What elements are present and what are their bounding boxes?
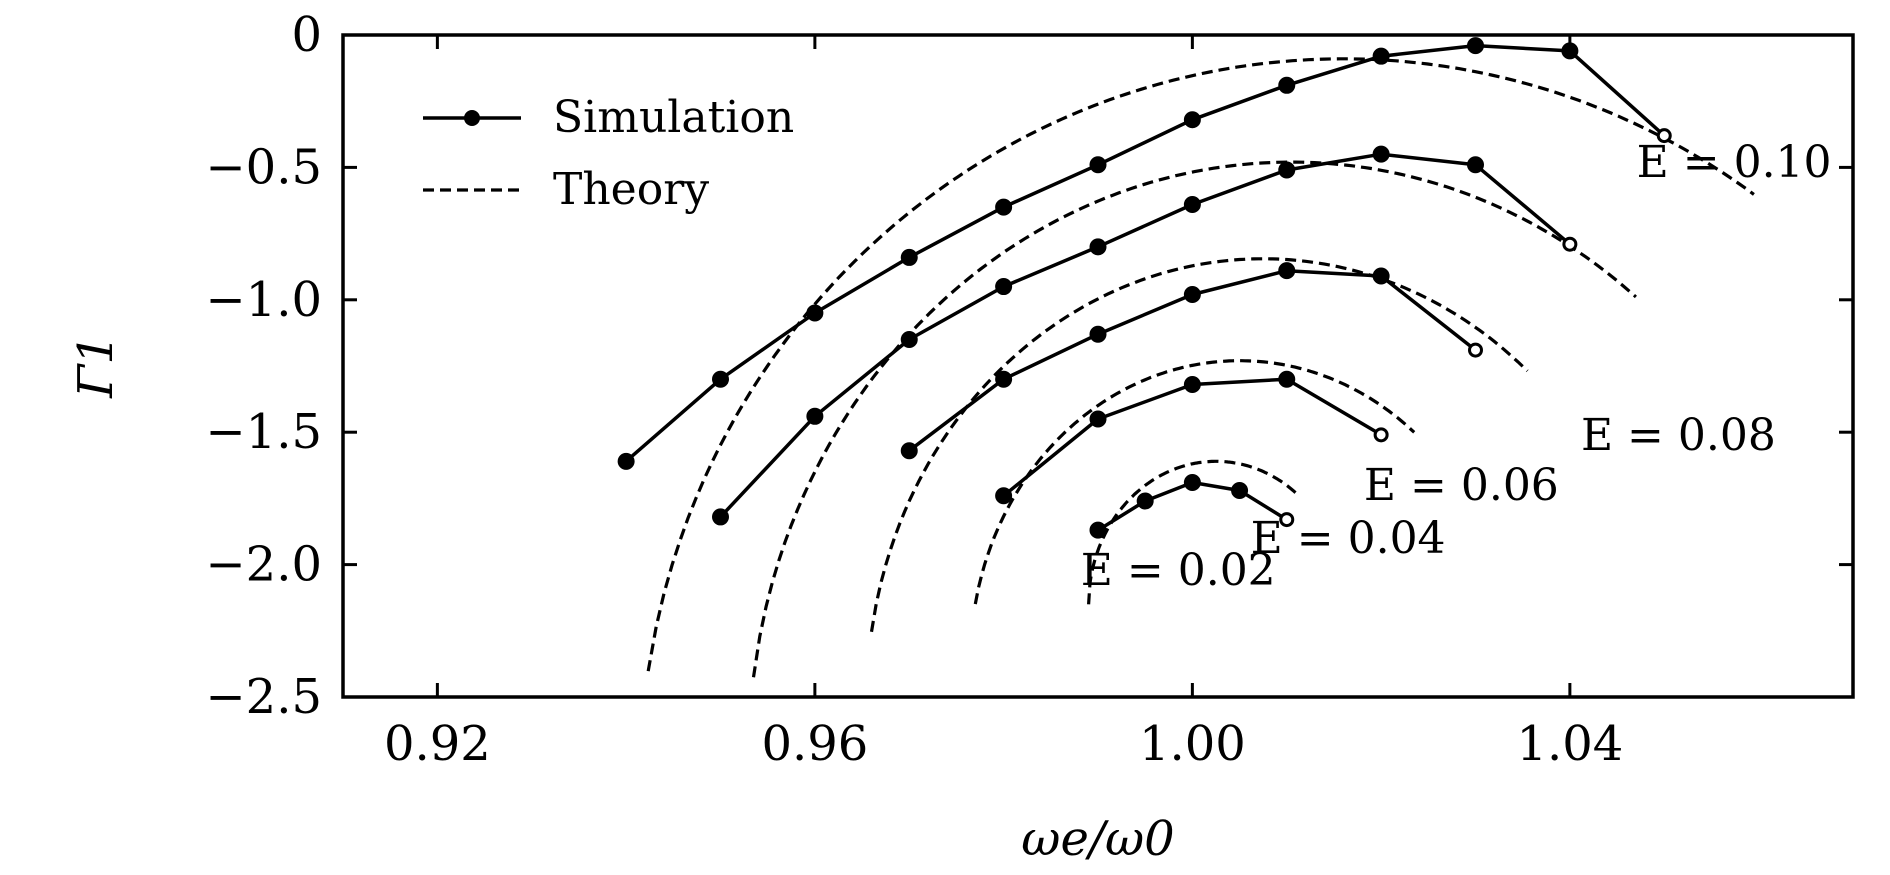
data-point: [1089, 410, 1107, 428]
data-point: [1183, 286, 1201, 304]
simulation-series: [617, 37, 1672, 539]
legend: Simulation Theory: [423, 92, 794, 215]
legend-theory-label: Theory: [553, 164, 709, 215]
data-point: [1373, 427, 1389, 443]
simulation-series-4: [712, 145, 1578, 526]
data-point: [900, 442, 918, 460]
data-point: [712, 370, 729, 388]
y-tick-label: −0.5: [205, 139, 322, 195]
x-tick-label: 0.96: [761, 716, 868, 772]
data-point: [995, 198, 1013, 216]
data-point: [1278, 370, 1296, 388]
data-point: [1468, 342, 1483, 358]
theory-curves: [646, 57, 1755, 678]
theory-curve-2: [973, 359, 1416, 605]
y-tick-label: 0: [291, 7, 322, 63]
data-point: [1089, 156, 1107, 174]
simulation-series-2: [995, 370, 1389, 505]
simulation-series-3: [900, 262, 1483, 460]
series-annotation: E = 0.06: [1364, 460, 1559, 511]
data-point: [1278, 161, 1296, 179]
y-axis-label: Γ1: [68, 334, 124, 399]
data-point: [1372, 145, 1390, 163]
data-point: [806, 304, 824, 322]
plot-area-frame: [341, 33, 1855, 699]
data-point: [1183, 474, 1201, 492]
data-point: [1183, 111, 1201, 129]
data-point: [1136, 492, 1154, 510]
series-annotations: E = 0.02E = 0.04E = 0.06 E = 0.08 E = 0.10: [1081, 137, 1832, 596]
y-tick-label: −2.0: [205, 537, 322, 593]
theory-curve-1: [1087, 459, 1298, 605]
x-tick-label: 1.00: [1139, 716, 1246, 772]
data-point: [1089, 325, 1107, 343]
legend-entry-simulation: Simulation: [423, 92, 794, 143]
data-point: [1372, 267, 1390, 285]
theory-curve-5: [646, 57, 1755, 672]
data-point: [900, 248, 918, 266]
data-point: [1231, 481, 1249, 499]
data-point: [1656, 128, 1672, 144]
data-point: [1467, 37, 1484, 55]
y-tick-label: −1.0: [205, 272, 322, 328]
simulation-series-5: [617, 37, 1672, 470]
axis-ticks: 0.92 0.96 1.00 1.04 0 −0.5 −1.0 −1.5 −2.0 −2.5: [205, 7, 1853, 772]
data-point: [995, 487, 1013, 505]
data-point: [1183, 376, 1201, 394]
data-point: [617, 452, 635, 470]
x-tick-label: 1.04: [1516, 716, 1623, 772]
series-annotation: E = 0.02: [1081, 545, 1276, 596]
data-point: [1467, 156, 1484, 174]
series-annotation: E = 0.08: [1581, 410, 1776, 461]
theory-curve-4: [751, 160, 1637, 678]
data-point: [995, 278, 1013, 296]
data-point: [1183, 195, 1201, 213]
data-point: [1372, 47, 1390, 65]
data-point: [995, 370, 1013, 388]
data-point: [1089, 238, 1107, 256]
theory-curve-3: [869, 257, 1529, 633]
data-point: [1562, 236, 1578, 252]
data-point: [1278, 76, 1296, 94]
x-axis-label: ωe/ω0: [1021, 811, 1174, 867]
simulation-line: [719, 152, 1572, 519]
legend-simulation-marker: [464, 110, 480, 126]
data-point: [712, 508, 729, 526]
legend-entry-theory: Theory: [423, 164, 709, 215]
simulation-line: [624, 43, 1666, 463]
x-tick-label: 0.92: [384, 716, 491, 772]
simulation-series-1: [1089, 474, 1295, 539]
series-annotation: E = 0.04: [1251, 513, 1446, 564]
series-annotation: E = 0.10: [1637, 137, 1832, 188]
y-tick-label: −1.5: [205, 404, 322, 460]
data-point: [1089, 521, 1107, 539]
data-point: [1279, 512, 1295, 528]
data-point: [806, 407, 824, 425]
data-point: [900, 331, 918, 349]
data-point: [1278, 262, 1296, 280]
legend-simulation-label: Simulation: [553, 92, 794, 143]
y-tick-label: −2.5: [205, 669, 322, 725]
